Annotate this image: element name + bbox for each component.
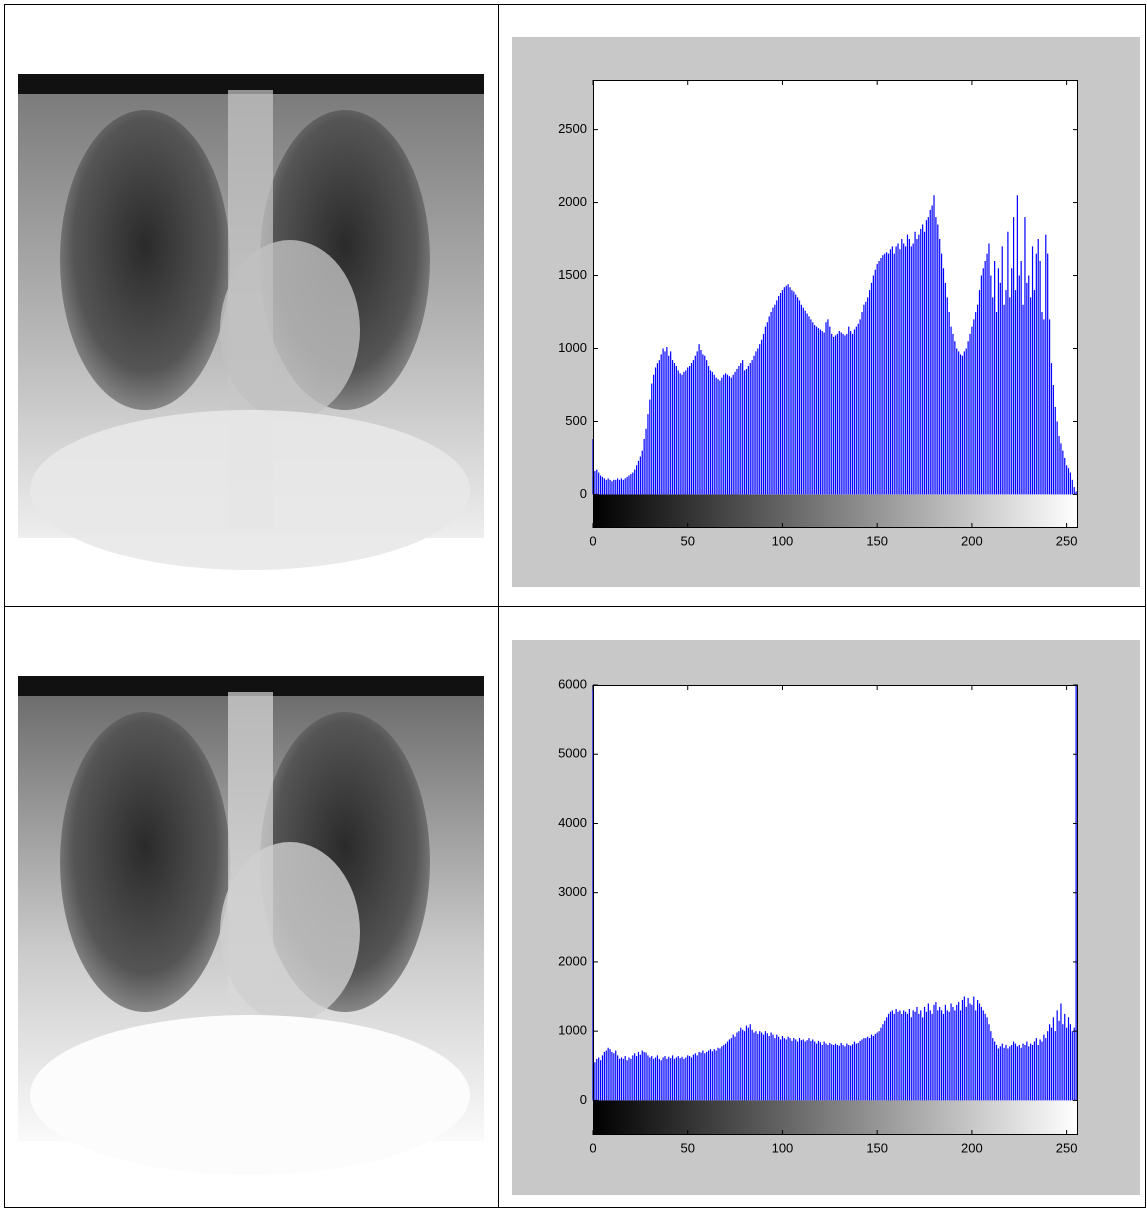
x-tick-label: 100 (772, 1140, 794, 1155)
colorbar (593, 494, 1078, 528)
x-tick-label: 150 (866, 1140, 888, 1155)
y-tick-label: 0 (580, 1092, 587, 1107)
y-tick-label: 4000 (558, 815, 587, 830)
colorbar (593, 1100, 1078, 1135)
y-tick-label: 1500 (558, 267, 587, 282)
x-tick-label: 200 (961, 1140, 983, 1155)
x-tick-label: 200 (961, 533, 983, 548)
y-tick-label: 1000 (558, 1023, 587, 1038)
x-tick-label: 50 (680, 533, 694, 548)
y-tick-label: 3000 (558, 884, 587, 899)
y-tick-label: 2500 (558, 121, 587, 136)
y-tick-label: 500 (565, 413, 587, 428)
x-tick-label: 50 (680, 1140, 694, 1155)
x-tick-label: 100 (772, 533, 794, 548)
x-tick-label: 150 (866, 533, 888, 548)
xray-image (18, 676, 484, 1175)
figure: 0500100015002000250005010015020025001000… (0, 0, 1147, 1209)
y-tick-label: 2000 (558, 953, 587, 968)
x-tick-label: 250 (1056, 1140, 1078, 1155)
xray-image (18, 74, 484, 570)
x-tick-label: 250 (1056, 533, 1078, 548)
y-tick-label: 2000 (558, 194, 587, 209)
x-tick-label: 0 (589, 533, 596, 548)
y-tick-label: 5000 (558, 746, 587, 761)
x-tick-label: 0 (589, 1140, 596, 1155)
y-tick-label: 6000 (558, 676, 587, 691)
y-tick-label: 1000 (558, 340, 587, 355)
y-tick-label: 0 (580, 486, 587, 501)
